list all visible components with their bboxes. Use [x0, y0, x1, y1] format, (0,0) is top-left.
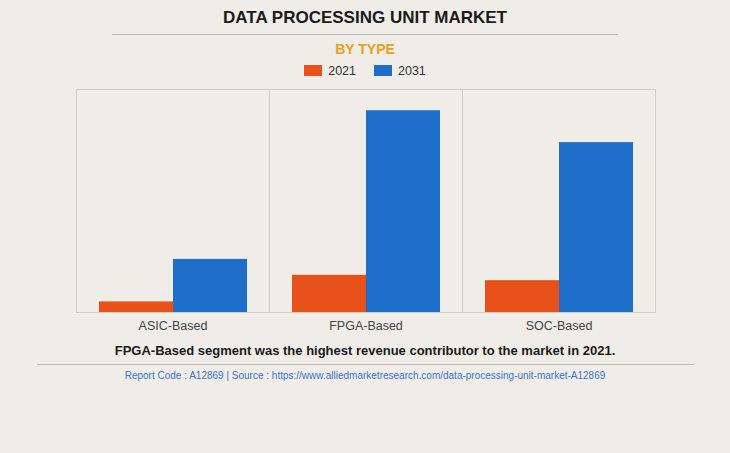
html-text:DATA PROCESSING UNIT MARKET: DATA PROCESSING UNIT MARKET [223, 8, 507, 27]
svg-text:FPGA-Based: FPGA-Based [329, 319, 403, 333]
html-text:2021: 2021 [328, 64, 356, 78]
html-text:Report Code : A12869 | Source: Report Code : A12869 | Source : https://… [124, 370, 606, 381]
html-text:2031: 2031 [398, 64, 426, 78]
html-text:BY TYPE: BY TYPE [335, 41, 395, 57]
svg-text:ASIC-Based: ASIC-Based [139, 319, 208, 333]
html-text:FPGA-Based segment was the hig: FPGA-Based segment was the highest reven… [114, 343, 616, 358]
svg-text:SOC-Based: SOC-Based [526, 319, 593, 333]
